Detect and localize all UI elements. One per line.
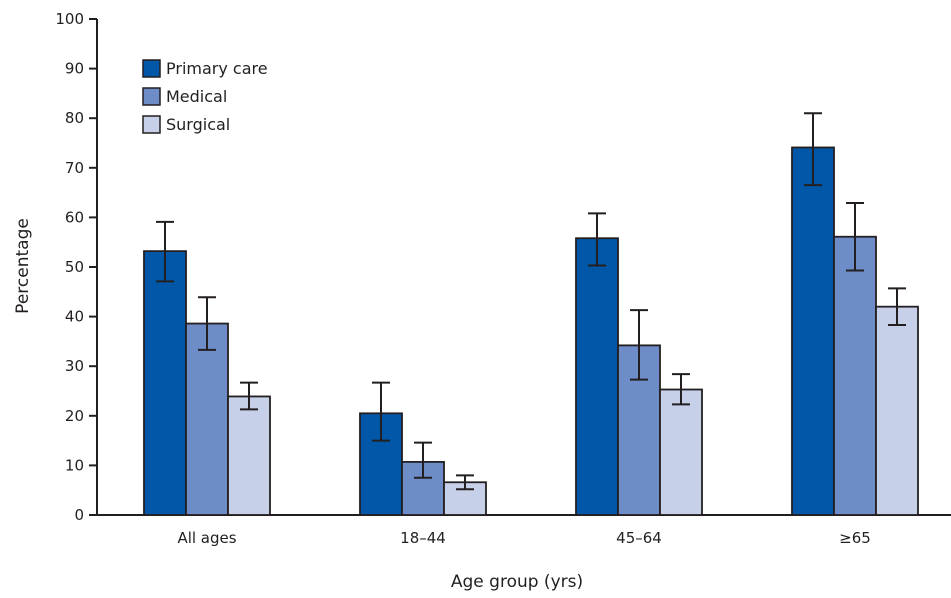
bar <box>227 395 271 516</box>
legend-swatch <box>142 59 161 78</box>
y-tick-label: 50 <box>65 258 84 276</box>
bar <box>833 235 877 516</box>
y-tick-label: 90 <box>65 60 84 78</box>
y-tick-label: 70 <box>65 159 84 177</box>
legend: Primary care Medical Surgical <box>142 59 268 134</box>
y-axis: 0 10 20 30 40 50 60 70 80 90 100 <box>55 10 98 524</box>
bar <box>143 250 187 516</box>
legend-label: Surgical <box>166 115 230 134</box>
bar-series-group <box>143 146 919 516</box>
legend-swatch <box>142 87 161 106</box>
legend-label: Medical <box>166 87 227 106</box>
x-tick-label: 45–64 <box>616 529 662 547</box>
y-tick-label: 30 <box>65 357 84 375</box>
x-tick-label: All ages <box>177 529 236 547</box>
x-tick-label: 18–44 <box>400 529 446 547</box>
bar <box>185 322 229 516</box>
y-tick-label: 60 <box>65 208 84 226</box>
bar <box>791 146 835 516</box>
y-axis-title: Percentage <box>13 218 33 314</box>
y-tick-label: 20 <box>65 407 84 425</box>
x-axis-title: Age group (yrs) <box>451 572 583 592</box>
y-tick-label: 100 <box>55 10 84 28</box>
y-tick-label: 80 <box>65 109 84 127</box>
y-tick-label: 10 <box>65 456 84 474</box>
x-tick-label: ≥65 <box>839 529 871 547</box>
legend-swatch <box>142 115 161 134</box>
y-tick-label: 0 <box>74 506 84 524</box>
x-axis: All ages 18–44 45–64 ≥65 <box>96 514 951 547</box>
error-bar-group <box>156 112 906 491</box>
bar <box>875 305 919 516</box>
y-tick-label: 40 <box>65 308 84 326</box>
legend-label: Primary care <box>166 59 268 78</box>
bar <box>575 237 619 516</box>
bar <box>659 388 703 516</box>
